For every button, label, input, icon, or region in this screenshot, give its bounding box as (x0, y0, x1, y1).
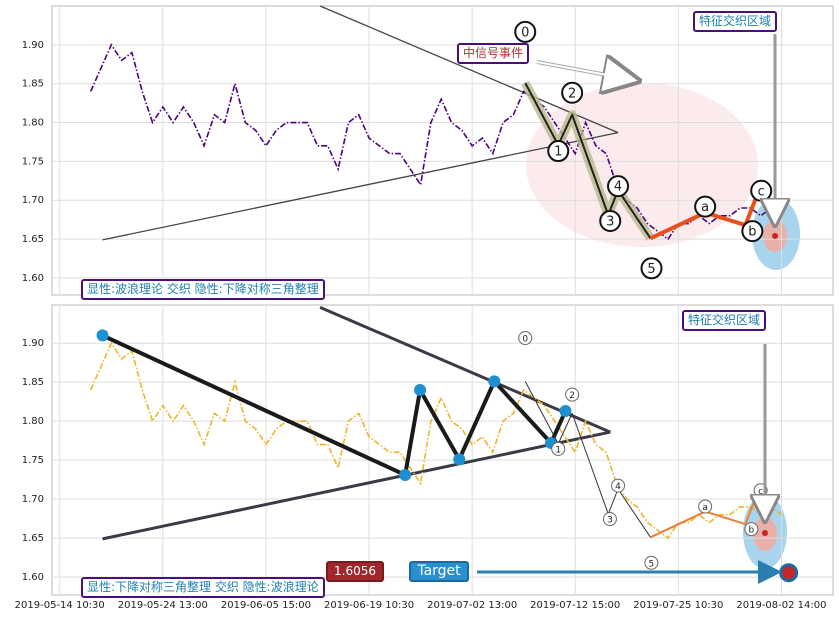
wave-label: b (748, 225, 756, 240)
wave-label: 1 (555, 445, 561, 455)
zone-dot (772, 233, 778, 239)
y-tick-label: 1.65 (22, 234, 44, 245)
x-tick-label: 2019-07-25 10:30 (633, 600, 723, 611)
x-tick-label: 2019-08-02 14:00 (736, 600, 826, 611)
wave-label: 0 (521, 25, 529, 40)
y-tick-label: 1.70 (22, 494, 44, 505)
wave-marker (514, 20, 537, 43)
wave-label: c (758, 487, 763, 497)
y-tick-label: 1.85 (22, 377, 44, 388)
annotation: 特征交织区域 (693, 11, 778, 32)
plot-frame (51, 304, 834, 596)
wave-line (524, 381, 651, 538)
wave-marker (547, 140, 570, 163)
wave-label: 3 (606, 214, 614, 229)
x-tick-label: 2019-05-14 10:30 (15, 600, 105, 611)
wave-marker (565, 387, 580, 402)
wave-label: b (748, 526, 754, 536)
wave-label: 5 (648, 559, 654, 569)
x-tick-label: 2019-07-02 13:00 (427, 600, 517, 611)
pivot-dot (96, 329, 109, 342)
wave-label: 1 (554, 145, 562, 160)
wave-label: 0 (522, 335, 528, 345)
wave-marker (518, 331, 533, 346)
wave-label: 2 (568, 86, 576, 101)
pivot-dot (559, 405, 572, 418)
y-tick-label: 1.75 (22, 455, 44, 466)
wave-marker (644, 555, 659, 570)
wave-label: 5 (647, 262, 655, 277)
plot-frame (51, 5, 834, 296)
wave-marker (611, 478, 626, 493)
wave-marker (561, 81, 584, 104)
y-tick-label: 1.70 (22, 195, 44, 206)
x-tick-label: 2019-07-12 15:00 (530, 600, 620, 611)
wave-marker (640, 257, 663, 280)
y-tick-label: 1.80 (22, 416, 44, 427)
wave-marker (607, 175, 630, 198)
y-tick-label: 1.90 (22, 40, 44, 51)
wave-marker (602, 512, 617, 527)
annotation: 显性:波浪理论 交织 隐性:下降对称三角整理 (81, 279, 325, 300)
wave-label: 3 (607, 516, 613, 526)
pivot-dot (488, 375, 501, 388)
pattern-line (101, 333, 568, 478)
wave-marker (551, 441, 566, 456)
x-tick-label: 2019-06-19 10:30 (324, 600, 414, 611)
target-value: 1.6056 (326, 561, 384, 582)
zone-dot (762, 530, 768, 536)
wave-marker (698, 499, 713, 514)
y-tick-label: 1.80 (22, 118, 44, 129)
wave-marker (694, 195, 717, 218)
pivot-dot (414, 383, 427, 396)
target-label: Target (409, 561, 469, 582)
y-tick-label: 1.65 (22, 533, 44, 544)
x-tick-label: 2019-06-05 15:00 (221, 600, 311, 611)
trend-line (102, 430, 611, 541)
y-tick-label: 1.85 (22, 79, 44, 90)
wave-label: a (702, 503, 708, 513)
pivot-dot (453, 453, 466, 466)
y-tick-label: 1.75 (22, 156, 44, 167)
x-tick-label: 2019-05-24 13:00 (118, 600, 208, 611)
trend-line (319, 5, 619, 134)
price-line (89, 43, 782, 241)
y-tick-label: 1.90 (22, 338, 44, 349)
wave-label: 4 (614, 180, 622, 195)
y-tick-label: 1.60 (22, 273, 44, 284)
wave-label: 2 (569, 391, 575, 401)
trend-line (102, 131, 619, 241)
y-tick-label: 1.60 (22, 572, 44, 583)
wave-marker (741, 220, 764, 243)
pivot-dot (399, 468, 412, 481)
annotation: 显性:下降对称三角整理 交织 隐性:波浪理论 (81, 577, 325, 598)
price-line (89, 341, 782, 540)
wave-label: 4 (615, 482, 621, 492)
wave-label: a (701, 200, 709, 215)
annotation: 特征交织区域 (682, 310, 767, 331)
wave-label: c (758, 184, 765, 199)
target-dot (779, 563, 799, 583)
wave-marker (599, 209, 622, 232)
event-arrow (536, 61, 635, 81)
annotation: 中信号事件 (457, 43, 530, 64)
abc-line (649, 194, 760, 241)
wave-line (524, 82, 652, 239)
